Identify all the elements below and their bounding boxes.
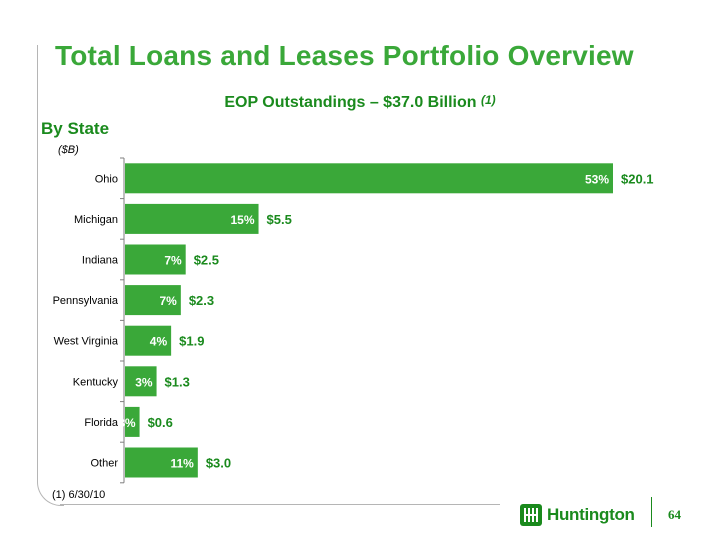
category-label: Indiana (82, 255, 119, 267)
category-label: West Virginia (54, 336, 119, 348)
page-number: 64 (668, 507, 681, 522)
footnote: (1) 6/30/10 (52, 489, 106, 501)
percent-label: 7% (159, 294, 177, 308)
value-label: $0.6 (148, 415, 173, 430)
value-label: $3.0 (206, 456, 231, 471)
percent-label: 53% (585, 172, 609, 186)
frame-bottom-line (60, 504, 500, 505)
bar (125, 325, 172, 356)
logo-text: Huntington (547, 505, 635, 524)
bar (125, 285, 181, 316)
category-label: Michigan (74, 214, 118, 226)
category-label: Florida (84, 417, 119, 429)
percent-label: 3% (135, 375, 153, 389)
value-label: $5.5 (267, 212, 292, 227)
percent-label: 4% (150, 335, 168, 349)
bar (125, 163, 613, 194)
category-label: Other (90, 458, 118, 470)
percent-label: 15% (231, 213, 255, 227)
huntington-logo-icon (520, 504, 542, 526)
bar (125, 203, 259, 234)
percent-label: 7% (164, 254, 182, 268)
value-label: $20.1 (621, 171, 654, 186)
bar (125, 447, 198, 478)
chart-title-text: EOP Outstandings – $37.0 Billion (224, 94, 477, 111)
value-label: $1.9 (179, 334, 204, 349)
percent-label: 11% (170, 457, 194, 471)
category-label: Pennsylvania (53, 295, 119, 307)
bar (125, 406, 140, 437)
category-label: Ohio (95, 173, 118, 185)
units-label: ($B) (58, 144, 79, 156)
value-label: $1.3 (165, 374, 190, 389)
section-label: By State (41, 119, 110, 138)
slide-title: Total Loans and Leases Portfolio Overvie… (55, 40, 634, 71)
huntington-logo: Huntington (520, 504, 635, 526)
category-label: Kentucky (73, 376, 119, 388)
chart-title: EOP Outstandings – $37.0 Billion (1) (0, 93, 720, 112)
chart-title-note: (1) (481, 93, 496, 107)
bars-layer: Ohio 53% $20.1 Michigan 15% $5.5 Indiana 7% $2.5… (53, 157, 654, 484)
bar (125, 366, 157, 397)
bar (125, 244, 186, 275)
value-label: $2.3 (189, 293, 214, 308)
logo-divider (651, 497, 652, 527)
percent-label: 3% (118, 416, 136, 430)
value-label: $2.5 (194, 253, 219, 268)
